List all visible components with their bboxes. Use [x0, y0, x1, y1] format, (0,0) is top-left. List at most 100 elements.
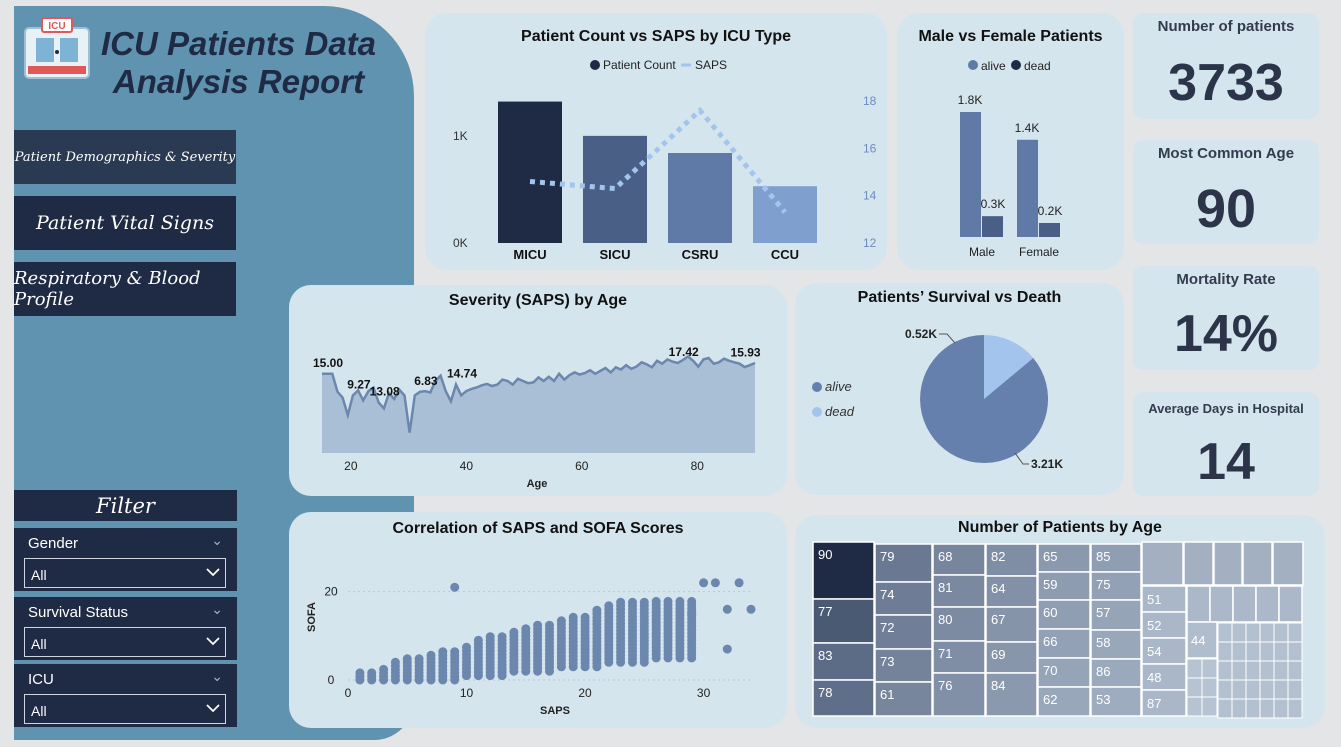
gender-chart-card: Male vs Female Patients alive dead 1.8K 0.3…	[897, 13, 1124, 270]
severity-area	[322, 356, 755, 453]
kpi-mortality-value: 14%	[1173, 305, 1279, 363]
age-chart-title: Severity (SAPS) by Age	[448, 292, 628, 309]
scatter-point	[651, 596, 661, 606]
scatter-point	[592, 605, 602, 615]
kpi-mortality-label: Mortality Rate	[1176, 271, 1276, 288]
treemap-cell	[1231, 679, 1247, 700]
survival-chart-svg: 0.52K 3.21K alive dead	[812, 327, 1063, 471]
treemap-label: 48	[1147, 670, 1161, 685]
scatter-point	[426, 650, 436, 660]
legend-dead: dead	[825, 404, 855, 419]
treemap-label: 81	[938, 580, 952, 595]
treemap-cell	[812, 642, 875, 681]
treemap-cell	[985, 575, 1038, 608]
scatter-point	[450, 582, 460, 592]
y2-tick-label: 12	[863, 236, 877, 250]
data-label: 15.93	[731, 346, 761, 360]
icu-dropdown-value: All	[31, 703, 47, 719]
treemap-cell	[985, 672, 1038, 717]
y-tick-label: 0K	[453, 236, 468, 250]
chevron-down-icon[interactable]: ⌄	[211, 532, 223, 548]
treemap-label: 59	[1043, 577, 1057, 592]
icu-dropdown[interactable]: All	[24, 694, 226, 724]
treemap-label: 87	[1147, 696, 1161, 711]
scatter-point	[687, 596, 697, 606]
treemap-cell	[1217, 679, 1233, 700]
survival-chart-title: Patients’ Survival vs Death	[857, 289, 1062, 306]
chevron-down-icon[interactable]: ⌄	[211, 601, 223, 617]
y-tick-label: 20	[324, 585, 338, 599]
scatter-point	[675, 596, 685, 606]
treemap-cell	[1217, 660, 1233, 681]
treemap-label: 79	[880, 549, 894, 564]
x-axis-label: Age	[527, 478, 548, 490]
treemap-cell	[1287, 622, 1303, 643]
gender-slicer-title: Gender	[28, 535, 79, 552]
treemap-cell	[812, 541, 875, 600]
scatter-chart-svg: 0 10 20 30 0 20 SAPS SOFA	[306, 578, 756, 717]
nav-respiratory-button[interactable]: Respiratory & Blood Profile	[14, 262, 236, 316]
treemap-cell	[1287, 698, 1303, 719]
x-axis-label: SAPS	[540, 705, 570, 717]
treemap-cell	[1245, 698, 1261, 719]
gender-dropdown[interactable]: All	[24, 558, 226, 588]
legend-saps: SAPS	[695, 58, 727, 72]
survival-chart-card: Patients’ Survival vs Death 0.52K 3.21K al…	[795, 283, 1124, 495]
data-label: 9.27	[347, 377, 371, 391]
treemap-label: 77	[818, 604, 832, 619]
treemap-cell	[1186, 621, 1218, 659]
treemap-cell	[1272, 541, 1304, 586]
scatter-point	[616, 597, 626, 607]
treemap-label: 82	[991, 549, 1005, 564]
report-title-line1: ICU Patients Data	[100, 25, 377, 62]
treemap-cell	[985, 606, 1038, 643]
treemap-cell	[1245, 679, 1261, 700]
treemap-label: 69	[991, 647, 1005, 662]
bar-icu-micu	[498, 101, 562, 243]
chevron-down-icon[interactable]: ⌄	[211, 668, 223, 684]
bar-dead-male	[982, 216, 1003, 237]
treemap-cell	[874, 581, 933, 616]
icu-logo-icon: ICU	[24, 17, 90, 79]
scatter-point	[438, 647, 448, 657]
bar-icu-csru	[668, 153, 732, 243]
data-label: 3.21K	[1031, 457, 1063, 471]
treemap-label: 44	[1191, 633, 1205, 648]
chevron-down-icon	[206, 637, 220, 646]
treemap-label: 70	[1043, 663, 1057, 678]
treemap-cell	[1232, 585, 1257, 623]
treemap-cell	[1201, 677, 1218, 698]
scatter-point	[746, 604, 756, 614]
survival-dropdown[interactable]: All	[24, 627, 226, 657]
treemap-label: 90	[818, 547, 832, 562]
treemap-cell	[1245, 622, 1261, 643]
bar-alive-female	[1017, 139, 1038, 237]
kpi-mortality-card: Mortality Rate 14%	[1133, 266, 1319, 370]
treemap-cell	[1242, 541, 1273, 586]
y2-tick-label: 14	[863, 189, 877, 203]
data-label: 0.2K	[1038, 204, 1063, 218]
treemap-cell	[1287, 660, 1303, 681]
treemap-label: 67	[991, 612, 1005, 627]
age-severity-chart-card: Severity (SAPS) by Age 15.00 9.27 13.08 6.8…	[289, 285, 787, 496]
treemap-cell	[1183, 541, 1214, 586]
scatter-point	[402, 654, 412, 664]
scatter-point	[355, 668, 365, 678]
treemap-cell	[1231, 698, 1247, 719]
treemap-cell	[1231, 641, 1247, 662]
filter-title: Filter	[96, 493, 155, 518]
x-tick-label: 10	[460, 686, 474, 700]
legend-alive: alive	[825, 379, 852, 394]
nav-respiratory-label: Respiratory & Blood Profile	[14, 268, 201, 310]
data-label: 0.52K	[905, 327, 937, 341]
saps-line	[529, 106, 787, 214]
bar-icu-sicu	[583, 135, 647, 243]
x-tick-label: 20	[578, 686, 592, 700]
nav-demographics-button[interactable]: Patient Demographics & Severity	[14, 130, 236, 184]
legend-patient-count: Patient Count	[603, 58, 676, 72]
nav-vital-signs-button[interactable]: Patient Vital Signs	[14, 196, 236, 250]
data-label: 1.4K	[1015, 121, 1040, 135]
scatter-point	[390, 657, 400, 667]
kpi-age-label: Most Common Age	[1157, 145, 1295, 162]
